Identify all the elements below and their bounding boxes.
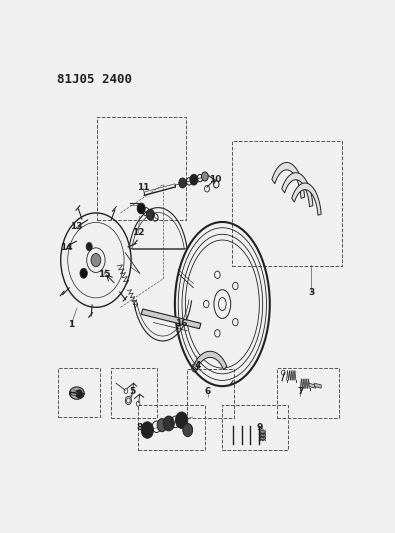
Bar bbox=[222, 405, 288, 450]
Polygon shape bbox=[272, 163, 305, 198]
Text: 16: 16 bbox=[175, 319, 187, 328]
Text: 2: 2 bbox=[74, 390, 81, 399]
Text: 15: 15 bbox=[98, 270, 110, 279]
Text: 10: 10 bbox=[209, 175, 222, 184]
Circle shape bbox=[201, 172, 208, 181]
Circle shape bbox=[190, 174, 198, 185]
Circle shape bbox=[147, 209, 154, 220]
Ellipse shape bbox=[260, 433, 265, 437]
Text: 13: 13 bbox=[70, 222, 83, 231]
Circle shape bbox=[141, 422, 153, 438]
Polygon shape bbox=[282, 173, 313, 207]
Text: 7: 7 bbox=[298, 387, 304, 396]
Bar bbox=[58, 368, 100, 417]
Circle shape bbox=[179, 178, 186, 188]
Bar bbox=[231, 141, 342, 266]
Bar bbox=[277, 368, 339, 418]
Ellipse shape bbox=[70, 387, 84, 399]
Circle shape bbox=[175, 412, 188, 429]
Text: 12: 12 bbox=[132, 228, 145, 237]
Polygon shape bbox=[309, 383, 316, 388]
Text: 14: 14 bbox=[60, 244, 73, 252]
Circle shape bbox=[137, 203, 145, 214]
Polygon shape bbox=[314, 383, 321, 388]
Polygon shape bbox=[141, 309, 201, 329]
Text: 4: 4 bbox=[195, 361, 201, 370]
Circle shape bbox=[80, 268, 87, 278]
Text: 1: 1 bbox=[68, 320, 75, 329]
Ellipse shape bbox=[260, 437, 265, 440]
Circle shape bbox=[86, 243, 92, 251]
Circle shape bbox=[76, 390, 83, 398]
Text: 8: 8 bbox=[137, 423, 143, 432]
Text: 9: 9 bbox=[257, 423, 263, 432]
Bar bbox=[97, 117, 186, 220]
Polygon shape bbox=[193, 351, 227, 370]
Text: 11: 11 bbox=[137, 183, 149, 192]
Text: 3: 3 bbox=[308, 288, 314, 297]
Ellipse shape bbox=[260, 430, 265, 433]
Bar bbox=[111, 368, 157, 418]
Bar bbox=[186, 369, 234, 418]
Circle shape bbox=[157, 418, 167, 432]
Circle shape bbox=[91, 254, 101, 266]
Text: 5: 5 bbox=[129, 387, 135, 396]
Circle shape bbox=[163, 416, 174, 431]
Polygon shape bbox=[292, 183, 321, 215]
Circle shape bbox=[183, 424, 193, 437]
Text: 81J05 2400: 81J05 2400 bbox=[57, 74, 132, 86]
Bar bbox=[138, 405, 205, 450]
Text: 6: 6 bbox=[205, 387, 211, 396]
